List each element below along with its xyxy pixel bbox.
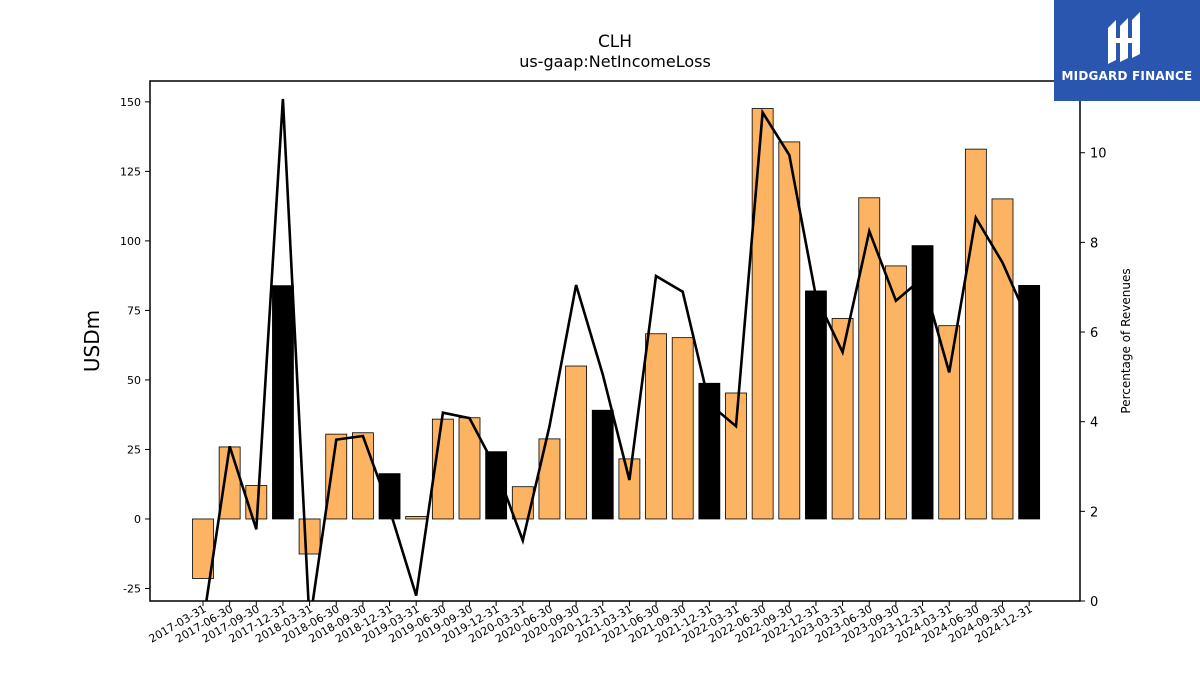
bar — [698, 382, 721, 520]
midgard-logo: MIDGARD FINANCE — [1054, 0, 1200, 101]
bar — [725, 392, 747, 520]
bar — [671, 337, 694, 520]
y-tick-label: 75 — [127, 304, 141, 317]
bar-group — [192, 108, 1041, 579]
chart-title: CLH — [597, 32, 633, 52]
y2-tick-label: 6 — [1090, 326, 1098, 341]
bar — [858, 197, 881, 520]
bar — [938, 325, 961, 520]
bar — [591, 409, 614, 520]
bar — [991, 198, 1014, 520]
y2-tick-label: 8 — [1090, 236, 1098, 251]
bar — [485, 451, 508, 520]
bar — [272, 285, 294, 520]
series-line — [205, 98, 1031, 601]
bar — [751, 108, 774, 520]
y-tick-label: 125 — [120, 165, 141, 178]
bar — [885, 265, 907, 520]
bar — [538, 438, 561, 520]
bar — [1018, 284, 1041, 520]
bar — [511, 486, 534, 520]
y2-tick-label: 0 — [1090, 595, 1098, 610]
y-tick-label: 25 — [127, 443, 141, 456]
y2-tick-label: 4 — [1090, 416, 1098, 431]
bar — [911, 245, 934, 520]
line-group — [205, 98, 1031, 601]
y-tick-label: 150 — [120, 96, 141, 109]
plot-frame — [149, 80, 1081, 602]
y2-axis-label: Percentage of Revenues — [1119, 268, 1133, 413]
y2-tick-label: 2 — [1090, 505, 1098, 520]
chart-subtitle: us-gaap:NetIncomeLoss — [519, 52, 711, 71]
y2-tick-label: 10 — [1090, 147, 1107, 162]
bar — [405, 516, 428, 520]
y-tick-label: -25 — [123, 582, 141, 595]
bar — [831, 318, 854, 520]
bar — [778, 141, 801, 520]
bar — [645, 333, 667, 520]
y-tick-label: 0 — [134, 513, 141, 526]
bar — [618, 458, 641, 520]
midgard-logo-icon — [1108, 12, 1140, 64]
bar — [298, 518, 321, 555]
bar — [325, 433, 348, 520]
bar — [565, 365, 587, 520]
bar — [351, 432, 374, 520]
bar — [964, 148, 987, 520]
y-tick-label: 50 — [127, 374, 141, 387]
bar — [378, 473, 401, 520]
y-axis-label: USDm — [80, 310, 104, 372]
bar — [218, 446, 241, 520]
logo-text: MIDGARD FINANCE — [1061, 69, 1193, 83]
bar — [805, 290, 827, 520]
y-tick-label: 100 — [120, 235, 141, 248]
